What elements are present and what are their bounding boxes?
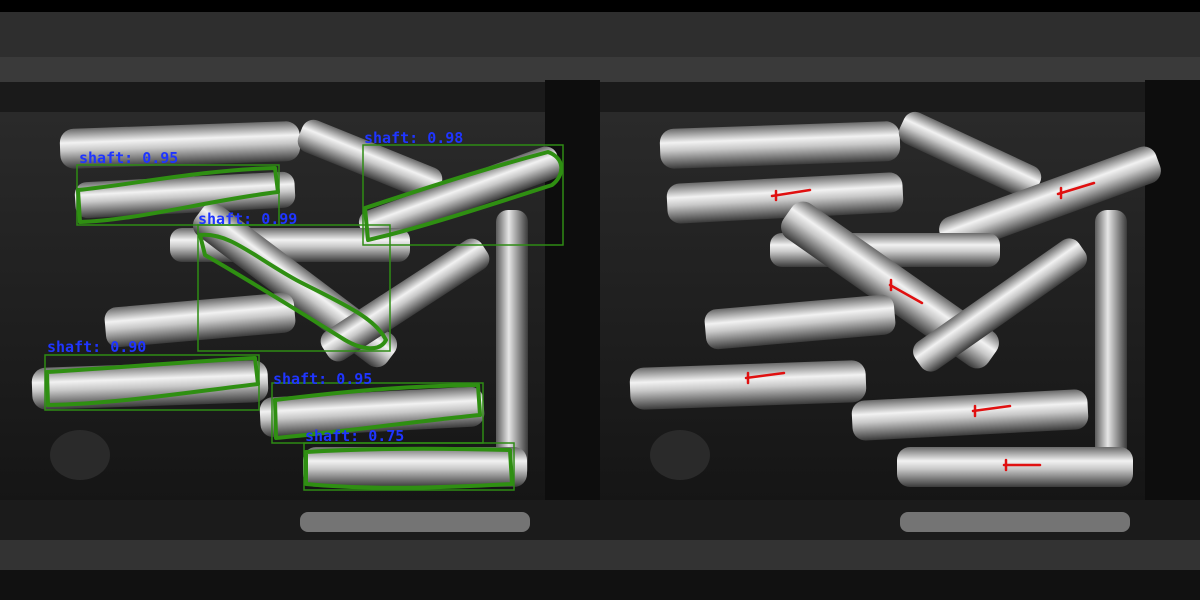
shaft-object: [629, 360, 867, 410]
shaft-object: [939, 146, 1161, 254]
shaft-object: [851, 389, 1089, 441]
detection-canvas: shaft: 0.95 shaft: 0.98 shaft: 0.99 shaf…: [0, 0, 600, 570]
shafts: [31, 119, 562, 532]
grasp-marker: [1002, 458, 1042, 472]
shaft-object: [659, 121, 901, 169]
grasp-marker: [888, 278, 924, 305]
shaft-object: [897, 447, 1133, 487]
shaft-object: [898, 111, 1042, 199]
shaft-object: [297, 119, 443, 201]
shaft-object: [1095, 210, 1127, 480]
shaft-object: [300, 512, 530, 532]
shaft-object: [496, 210, 528, 480]
grasp-marker: [744, 371, 786, 385]
contour-shaft-5: [273, 383, 482, 440]
bounding-boxes: [44, 144, 564, 491]
grasp-panel: [600, 0, 1200, 600]
bbox-shaft-4: [44, 354, 260, 411]
detection-label: shaft: 0.95: [79, 149, 178, 167]
contour-shaft-4: [45, 356, 260, 407]
segmentation-contours: [45, 150, 564, 490]
shaft-object: [303, 447, 527, 487]
grasp-marker: [770, 188, 812, 202]
shaft-object: [104, 292, 296, 348]
grasp-marker: [1056, 181, 1096, 200]
bbox-shaft-3: [197, 224, 391, 352]
detection-label: shaft: 0.75: [305, 427, 404, 445]
bbox-shaft-2: [362, 144, 564, 246]
bbox-shaft-6: [303, 442, 515, 491]
shaft-object: [320, 238, 490, 362]
contour-shaft-6: [304, 446, 514, 490]
shaft-object: [913, 238, 1087, 372]
shaft-object: [31, 360, 269, 410]
contour-shaft-1: [76, 166, 280, 224]
detection-label: shaft: 0.90: [47, 338, 146, 356]
detection-panel: shaft: 0.95 shaft: 0.98 shaft: 0.99 shaf…: [0, 0, 600, 600]
shaft-object: [259, 386, 485, 438]
bbox-shaft-1: [76, 164, 280, 226]
shaft-object: [59, 121, 301, 169]
detection-label: shaft: 0.98: [364, 129, 463, 147]
shaft-object: [358, 146, 562, 244]
shaft-object: [704, 294, 896, 350]
grasp-marker: [971, 404, 1012, 418]
contour-shaft-2: [363, 150, 564, 242]
grasp-canvas: [600, 0, 1200, 600]
detection-label: shaft: 0.99: [198, 210, 297, 228]
shaft-object: [666, 172, 904, 224]
grasp-markers: [744, 181, 1096, 472]
shaft-object: [900, 512, 1130, 532]
contour-shaft-3: [198, 232, 388, 351]
shafts: [629, 111, 1161, 532]
detection-labels: shaft: 0.95 shaft: 0.98 shaft: 0.99 shaf…: [47, 129, 463, 445]
detection-label: shaft: 0.95: [273, 370, 372, 388]
